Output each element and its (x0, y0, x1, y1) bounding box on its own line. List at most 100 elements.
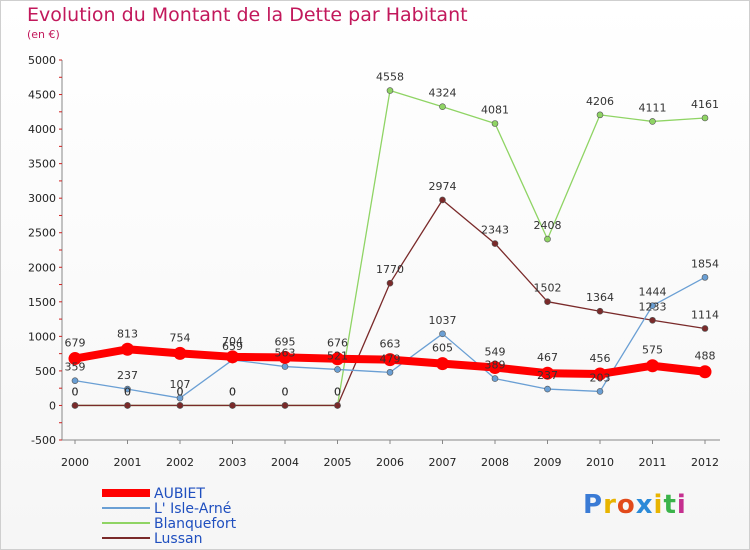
chart-subtitle: (en €) (27, 28, 60, 41)
data-label: 0 (334, 385, 341, 398)
data-point (701, 274, 709, 281)
data-point (701, 325, 709, 332)
proxiti-logo: Proxiti (583, 490, 687, 520)
data-point (386, 369, 394, 376)
data-label: 1364 (586, 291, 614, 304)
data-label: 1444 (639, 286, 667, 299)
data-label: 488 (695, 350, 716, 363)
y-tick-label: 4000 (28, 123, 56, 136)
data-point (488, 361, 502, 375)
data-label: 1502 (534, 282, 562, 295)
data-label: 0 (177, 385, 184, 398)
data-label: 659 (222, 340, 243, 353)
data-point (596, 307, 604, 315)
y-tick-label: 500 (35, 365, 56, 378)
x-tick-label: 2006 (376, 456, 404, 469)
logo-letter: o (616, 490, 636, 520)
logo-letter: r (603, 490, 617, 520)
data-label: 663 (380, 338, 401, 351)
data-point (646, 359, 659, 373)
y-tick-label: 2000 (28, 261, 56, 274)
chart-axes: -500 0 500 1000 1500 2000 2500 3000 3500 4000 4500… (28, 54, 720, 469)
data-labels: 679 813 754 704 695 676 663 605 549 467 456 575 488 3… (65, 71, 720, 399)
data-label: 2974 (429, 180, 457, 193)
data-label: 456 (590, 352, 611, 365)
data-point (701, 114, 709, 122)
data-label: 0 (282, 385, 289, 398)
data-point (439, 196, 446, 204)
data-point (544, 298, 551, 305)
data-label: 479 (380, 352, 401, 365)
data-point (439, 330, 446, 338)
y-tick-label: 2500 (28, 227, 56, 240)
logo-letter: x (635, 490, 654, 520)
y-tick-label: 1500 (28, 296, 56, 309)
data-point (491, 240, 499, 247)
data-label: 563 (275, 347, 296, 360)
data-label: 521 (327, 349, 348, 362)
data-point (593, 367, 607, 381)
data-point (71, 377, 79, 384)
data-point (649, 302, 656, 309)
data-label: 237 (117, 369, 138, 382)
data-point (649, 316, 656, 324)
x-tick-label: 2002 (166, 456, 194, 469)
data-label: 4161 (691, 98, 719, 111)
data-point (124, 402, 131, 409)
y-tick-label: 0 (49, 399, 56, 412)
data-label: 695 (275, 335, 296, 348)
data-label: 549 (485, 346, 506, 359)
x-tick-label: 2003 (219, 456, 247, 469)
legend-label: AUBIET (154, 486, 205, 502)
data-point (596, 111, 604, 119)
data-label: 4324 (429, 87, 457, 100)
x-tick-label: 2008 (481, 456, 509, 469)
data-point (281, 363, 289, 370)
logo-letter: i (676, 490, 687, 520)
data-point (698, 365, 712, 379)
data-label: 813 (117, 327, 138, 340)
data-point (544, 385, 551, 393)
data-label: 1037 (429, 314, 457, 327)
data-label: 467 (537, 351, 558, 364)
data-label: 1770 (376, 263, 404, 276)
data-label: 0 (124, 385, 131, 398)
data-label: 0 (72, 385, 79, 398)
data-point (173, 346, 187, 360)
y-tick-label: 3000 (28, 192, 56, 205)
logo-letter: t (663, 490, 677, 520)
data-point (334, 402, 341, 409)
data-label: 605 (432, 342, 453, 355)
data-label: 1233 (639, 300, 667, 313)
y-tick-label: 3500 (28, 158, 56, 171)
legend-label: Blanquefort (154, 516, 237, 532)
x-tick-label: 2012 (691, 456, 719, 469)
data-label: 2408 (534, 219, 562, 232)
data-point (68, 352, 82, 366)
data-label: 679 (65, 337, 86, 350)
data-point (596, 388, 604, 395)
data-label: 0 (334, 385, 341, 398)
y-tick-label: 4500 (28, 89, 56, 102)
data-point (386, 87, 394, 94)
x-tick-label: 2000 (61, 456, 89, 469)
data-point (386, 279, 394, 287)
y-tick-label: -500 (31, 434, 56, 447)
data-point (71, 402, 79, 409)
data-label: 0 (282, 385, 289, 398)
data-label: 4206 (586, 95, 614, 108)
series-lines (68, 87, 712, 409)
data-label: 0 (124, 385, 131, 398)
data-point (383, 353, 397, 367)
data-label: 1114 (691, 308, 719, 321)
data-point (436, 357, 449, 371)
data-label: 754 (170, 331, 191, 344)
x-tick-label: 2005 (324, 456, 352, 469)
data-label: 575 (642, 344, 663, 357)
data-point (229, 402, 236, 409)
legend-label: Lussan (154, 531, 202, 547)
x-tick-label: 2001 (114, 456, 142, 469)
